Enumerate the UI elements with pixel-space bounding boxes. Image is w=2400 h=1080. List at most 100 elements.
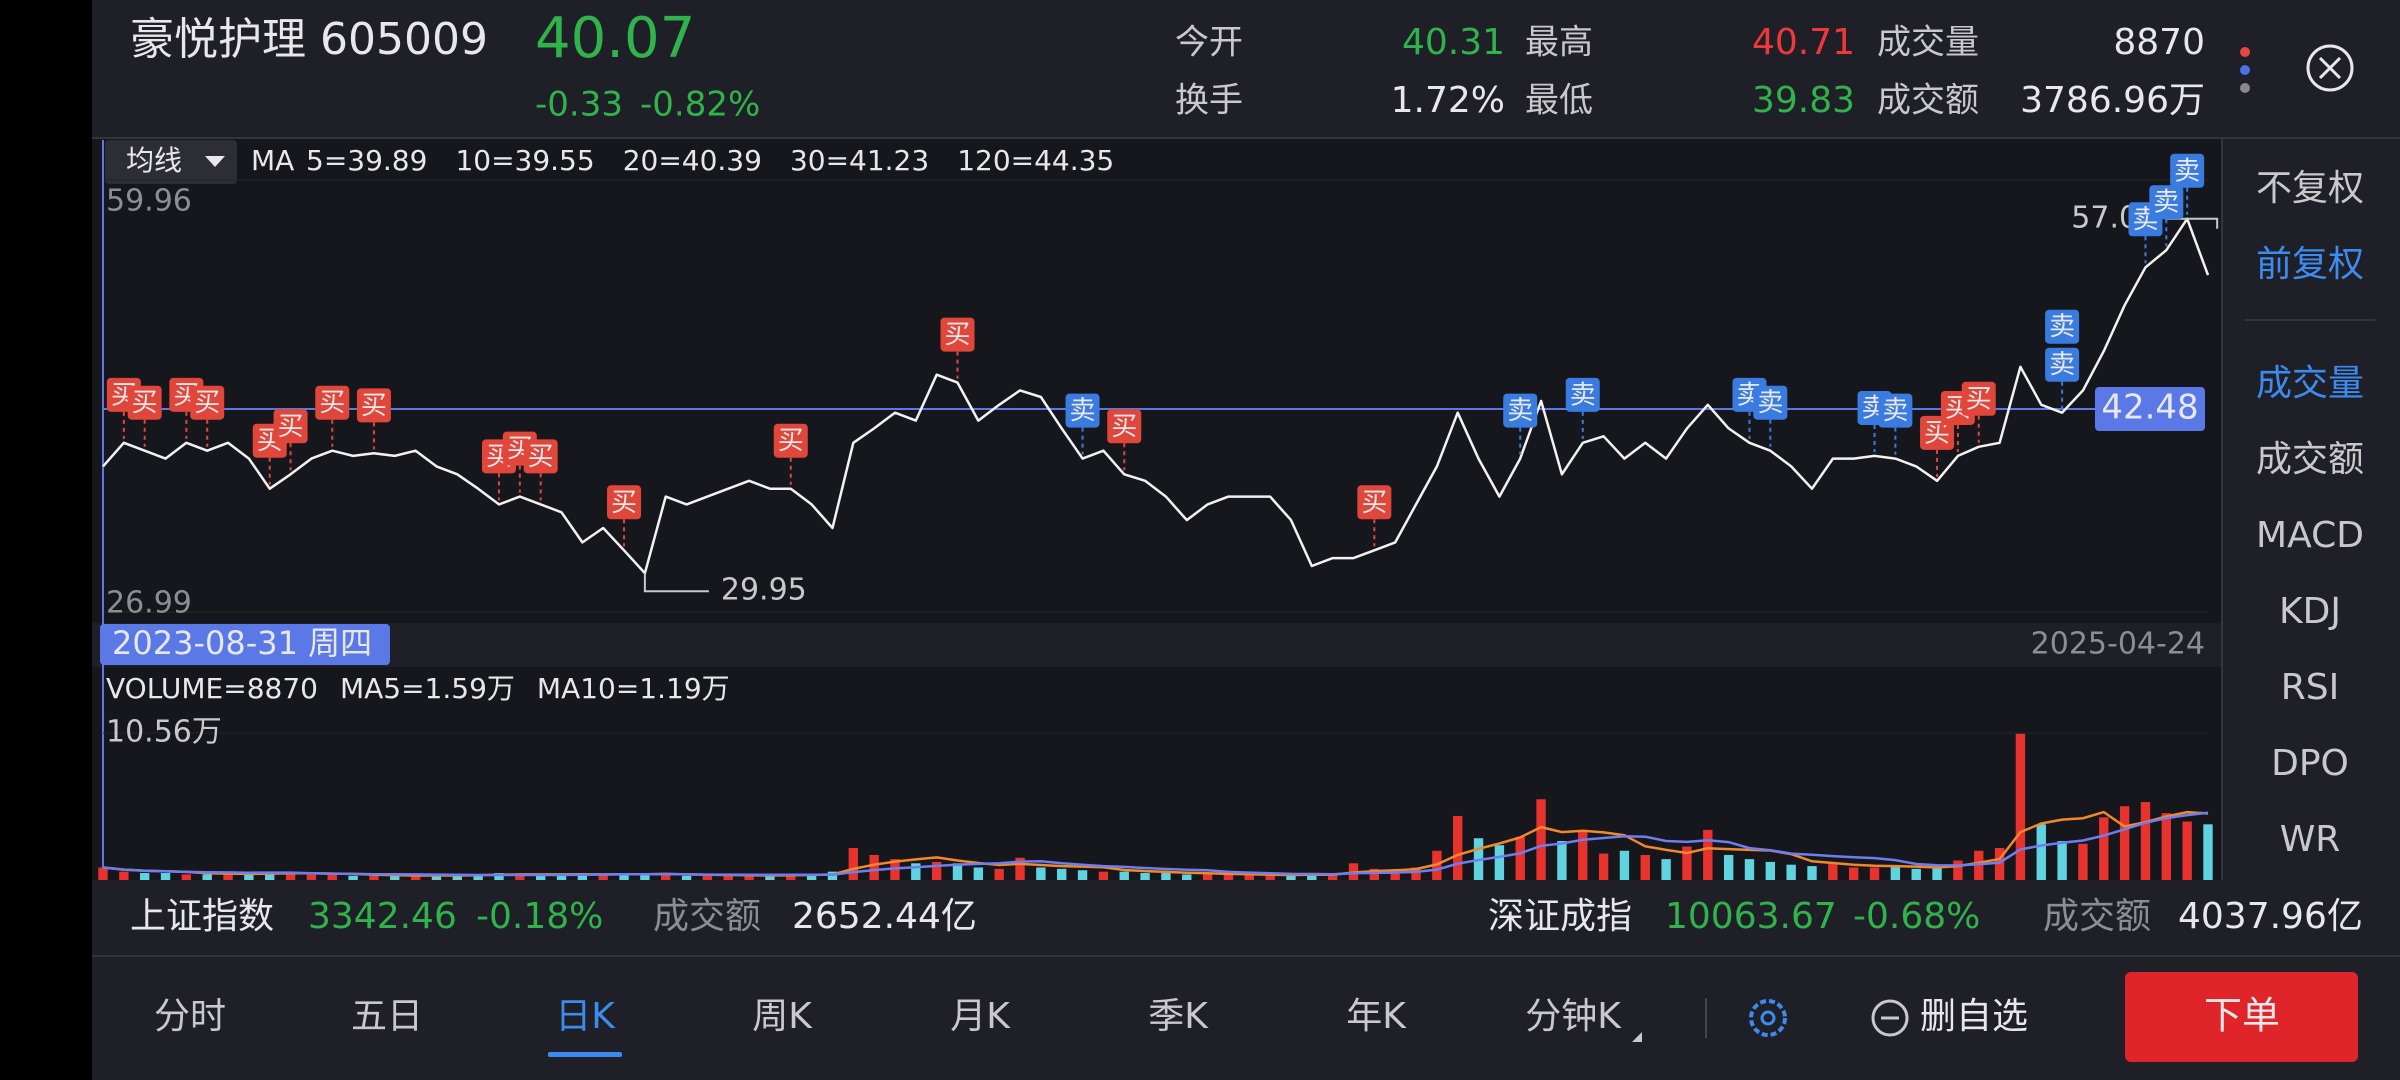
volume-bar: [1661, 859, 1671, 880]
panel-item[interactable]: MACD: [2256, 515, 2364, 556]
remove-watchlist[interactable]: 删自选: [1920, 996, 2028, 1037]
crosshair-label: 42.48: [2101, 388, 2198, 428]
volume-bar: [1057, 868, 1067, 880]
tab-active[interactable]: 日K: [555, 996, 616, 1037]
tab[interactable]: 季K: [1148, 996, 1209, 1037]
volume-bar: [806, 874, 817, 880]
volume-bar: [556, 875, 567, 880]
volume-bar: [723, 874, 733, 880]
volume-bar: [1932, 867, 1942, 880]
trade-marker-label: 卖: [1507, 396, 1533, 426]
volume-bar: [1849, 867, 1859, 880]
panel-item[interactable]: 成交额: [2256, 439, 2364, 480]
trade-marker-label: 买: [319, 388, 345, 418]
panel-item[interactable]: 不复权: [2256, 168, 2364, 209]
trade-marker: [2149, 185, 2184, 220]
date-bar: [92, 623, 2222, 667]
volume-bar: [1223, 874, 1234, 880]
volume-bar: [577, 873, 588, 880]
gear-inner: [1760, 1010, 1776, 1026]
index-value: 3342.46: [308, 896, 457, 937]
volume-bar: [1182, 874, 1192, 880]
volume-bar: [1098, 871, 1109, 880]
trade-marker: [356, 388, 391, 423]
more-button[interactable]: [2240, 47, 2250, 93]
volume-bar: [473, 874, 483, 880]
panel-item[interactable]: 前复权: [2256, 244, 2364, 285]
trade-marker: [2045, 347, 2080, 382]
trade-marker: [1961, 381, 1996, 416]
panel-item[interactable]: WR: [2280, 819, 2341, 860]
y-tick-label: 59.96: [106, 184, 192, 219]
dropdown-arrow: [205, 156, 225, 167]
annotation-bracket: [2165, 217, 2219, 229]
trade-marker-label: 买: [1111, 412, 1137, 442]
panel-item[interactable]: 成交量: [2256, 363, 2364, 404]
volume-bar: [1578, 831, 1588, 880]
volume-bar: [1265, 875, 1275, 880]
index-value: 10063.67: [1665, 896, 1837, 937]
end-date: 2025-04-24: [2031, 627, 2205, 662]
panel-item[interactable]: DPO: [2271, 743, 2349, 784]
volume-bar: [139, 873, 150, 880]
ma-legend: 20=40.39: [623, 144, 762, 177]
volume-bar: [244, 874, 254, 880]
tab[interactable]: 年K: [1346, 996, 1407, 1037]
volume-bar: [1515, 836, 1525, 880]
panel-item[interactable]: KDJ: [2279, 591, 2341, 632]
close-circle: [2306, 44, 2354, 92]
volume-bar: [1286, 875, 1296, 880]
volume-bar: [306, 874, 317, 880]
price: 40.07: [535, 6, 695, 71]
volume-bar: [702, 875, 713, 880]
close-button[interactable]: [2306, 44, 2354, 92]
volume-bar: [869, 854, 879, 880]
volume-bar: [931, 861, 942, 880]
volume-bar: [1161, 873, 1171, 880]
stat-label: 换手: [1175, 81, 1243, 121]
volume-bar: [1411, 867, 1421, 880]
volume-bar: [973, 867, 984, 880]
volume-bar: [1536, 799, 1546, 880]
dot: [2240, 83, 2250, 93]
volume-bar: [327, 874, 337, 880]
ma-dropdown[interactable]: 均线: [105, 140, 237, 184]
volume-bar: [1557, 841, 1567, 880]
tab[interactable]: 五日: [351, 996, 423, 1037]
trade-marker: [1503, 393, 1538, 428]
tab[interactable]: 分钟K: [1525, 996, 1622, 1037]
order-button[interactable]: [2125, 972, 2358, 1062]
volume-bar: [1327, 874, 1338, 880]
tab[interactable]: 分时: [154, 996, 226, 1037]
trade-marker-label: 卖: [1757, 388, 1783, 418]
volume-bar: [2203, 824, 2213, 880]
dot: [2240, 47, 2250, 57]
volume-bar: [181, 874, 192, 880]
volume-bar: [848, 847, 858, 880]
volume-bar: [1869, 867, 1880, 880]
tab[interactable]: 月K: [950, 996, 1011, 1037]
index-name: 深证成指: [1488, 896, 1632, 937]
panel-item[interactable]: RSI: [2281, 667, 2339, 708]
trade-marker-label: 买: [194, 388, 220, 418]
volume-bar: [619, 873, 629, 880]
volume-bar: [431, 874, 442, 880]
volume-bar: [1828, 863, 1838, 880]
dot: [2240, 65, 2250, 75]
trade-marker: [1753, 385, 1788, 420]
annotation-bracket: [643, 573, 709, 593]
index-name: 上证指数: [130, 896, 274, 937]
trade-marker-label: 卖: [1070, 396, 1096, 426]
volume-ma-line: [102, 811, 2209, 877]
turnover-value: 4037.96亿: [2178, 896, 2363, 937]
order-button-label[interactable]: 下单: [2204, 994, 2280, 1038]
settings-button[interactable]: [1749, 999, 1787, 1037]
trade-marker-label: 买: [611, 488, 637, 518]
volume-bar: [2078, 843, 2088, 880]
trade-marker-label: 卖: [2153, 188, 2179, 218]
volume-bar: [223, 873, 233, 880]
tab[interactable]: 周K: [752, 996, 813, 1037]
tab-corner: [1632, 1032, 1642, 1042]
volume-bar: [2119, 806, 2130, 880]
stat-label: 成交量: [1877, 23, 1979, 63]
